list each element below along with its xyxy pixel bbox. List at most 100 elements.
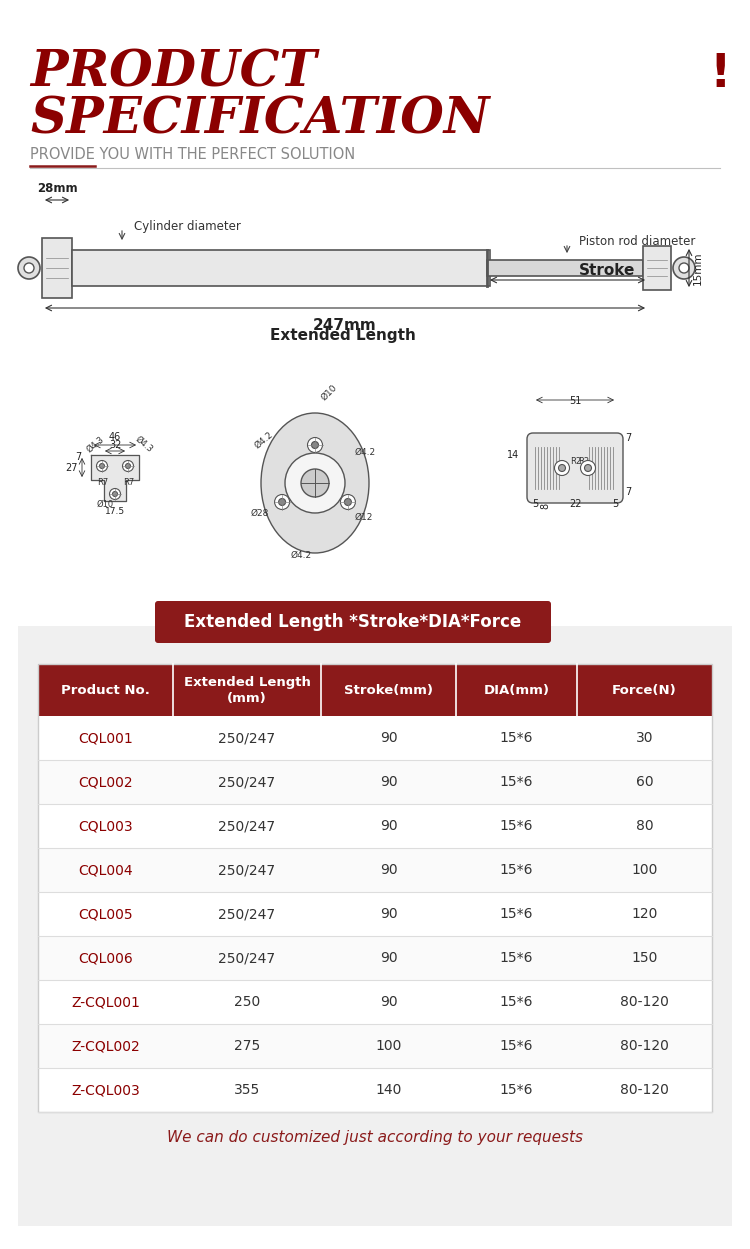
Circle shape [18,257,40,279]
Bar [38,664,712,716]
Text: Extended Length *Stroke*DIA*Force: Extended Length *Stroke*DIA*Force [184,613,522,631]
Circle shape [340,495,356,510]
Text: SPECIFICATION: SPECIFICATION [30,95,490,144]
Bar [38,759,712,804]
Text: R2: R2 [578,457,590,466]
Text: Product No.: Product No. [61,683,150,697]
Bar [38,936,712,980]
Text: CQL006: CQL006 [78,950,133,965]
Text: 15*6: 15*6 [500,995,533,1009]
Text: 80-120: 80-120 [620,995,669,1009]
Bar [42,239,72,299]
Text: 250/247: 250/247 [218,907,275,921]
Text: 22: 22 [568,500,581,510]
Text: 7: 7 [625,487,632,497]
Circle shape [673,257,695,279]
Text: 250: 250 [234,995,260,1009]
Text: 247mm: 247mm [314,318,376,333]
Text: 51: 51 [568,396,581,406]
Text: PROVIDE YOU WITH THE PERFECT SOLUTION: PROVIDE YOU WITH THE PERFECT SOLUTION [30,147,356,162]
Text: 355: 355 [234,1083,260,1097]
Text: 90: 90 [380,950,398,965]
Text: 15*6: 15*6 [500,731,533,744]
Circle shape [125,463,130,468]
Text: 80: 80 [636,819,653,833]
Circle shape [112,492,118,497]
FancyBboxPatch shape [155,601,551,643]
Circle shape [274,495,290,510]
Text: 100: 100 [375,1039,402,1053]
Text: Ø4.3: Ø4.3 [133,435,154,453]
Text: Ø10: Ø10 [319,382,338,402]
Text: Ø12: Ø12 [355,513,374,522]
Text: Ø4.2: Ø4.2 [291,551,312,560]
Circle shape [580,461,596,476]
Text: 15*6: 15*6 [500,907,533,921]
Text: Ø10: Ø10 [97,500,114,510]
Text: 46: 46 [109,432,122,442]
Circle shape [285,453,345,513]
Bar [643,246,671,290]
Text: 80-120: 80-120 [620,1083,669,1097]
Circle shape [679,264,689,274]
Bar [38,892,712,936]
Text: 7: 7 [625,433,632,443]
Bar [38,848,712,892]
Text: Cylinder diameter: Cylinder diameter [134,220,241,232]
Circle shape [559,465,566,472]
Text: Z-CQL003: Z-CQL003 [71,1083,140,1097]
Text: 27: 27 [65,463,78,473]
Text: 15*6: 15*6 [500,774,533,789]
Circle shape [24,264,34,274]
Text: Ø4.2: Ø4.2 [355,448,376,457]
Text: 90: 90 [380,907,398,921]
FancyBboxPatch shape [527,433,623,503]
Text: 150: 150 [632,950,658,965]
Text: CQL003: CQL003 [78,819,133,833]
Circle shape [301,470,329,497]
Text: 90: 90 [380,995,398,1009]
Text: 250/247: 250/247 [218,819,275,833]
Circle shape [308,437,322,452]
Text: CQL004: CQL004 [78,863,133,877]
Text: Ø4.3: Ø4.3 [85,435,106,453]
Bar [38,1068,712,1112]
Text: Force(N): Force(N) [612,683,677,697]
Text: 8: 8 [540,503,550,510]
Bar [38,804,712,848]
Text: 15*6: 15*6 [500,819,533,833]
Text: 14: 14 [507,450,519,460]
Text: R2: R2 [570,457,581,466]
Text: PRODUCT: PRODUCT [30,47,316,97]
Text: Z-CQL002: Z-CQL002 [71,1039,140,1053]
Text: R7: R7 [97,478,108,487]
Text: 15*6: 15*6 [500,863,533,877]
Text: 15*6: 15*6 [500,1083,533,1097]
Bar [38,716,712,759]
Text: 250/247: 250/247 [218,950,275,965]
Text: 250/247: 250/247 [218,863,275,877]
Circle shape [100,463,104,468]
Ellipse shape [261,413,369,553]
Text: CQL005: CQL005 [78,907,133,921]
Text: Piston rod diameter: Piston rod diameter [579,235,695,247]
Circle shape [110,488,121,500]
Text: 17.5: 17.5 [105,507,125,516]
Text: CQL002: CQL002 [78,774,133,789]
Bar [38,980,712,1024]
Bar [18,626,732,1227]
Text: Ø28: Ø28 [251,510,269,518]
Text: R7: R7 [123,478,134,487]
Text: 30: 30 [636,731,653,744]
Circle shape [344,498,352,506]
Text: 140: 140 [375,1083,402,1097]
Text: Stroke(mm): Stroke(mm) [344,683,433,697]
Text: 15*6: 15*6 [500,950,533,965]
Text: 250/247: 250/247 [218,731,275,744]
Text: 100: 100 [632,863,658,877]
Text: 90: 90 [380,731,398,744]
Bar [38,1024,712,1068]
Circle shape [97,461,107,472]
Text: 32: 32 [109,440,122,450]
Circle shape [122,461,134,472]
